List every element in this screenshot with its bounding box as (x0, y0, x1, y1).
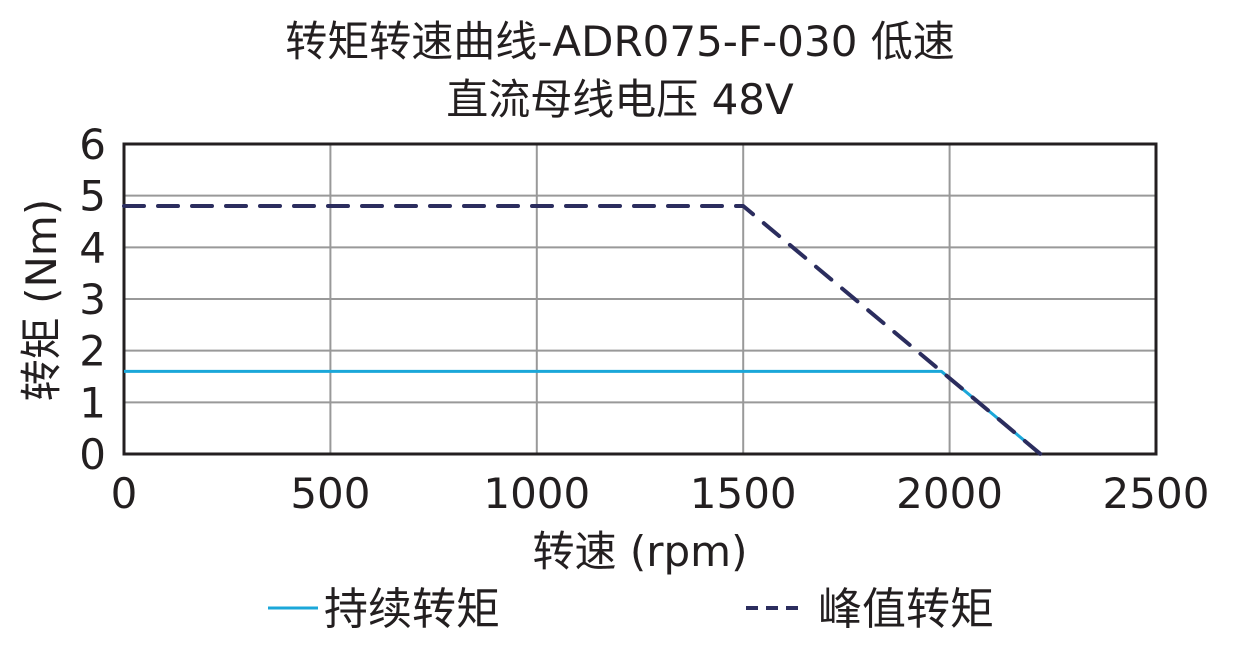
y-tick-label: 3 (79, 275, 106, 324)
y-tick-label: 4 (79, 223, 106, 272)
y-tick-label: 0 (79, 430, 106, 479)
plot-frame (122, 142, 1158, 456)
continuous-torque-line (124, 369, 1042, 456)
x-tick-label: 1000 (483, 469, 590, 518)
x-axis-label: 转速 (rpm) (533, 527, 748, 576)
peak-torque-line (122, 204, 1043, 456)
y-tick-label: 6 (79, 120, 106, 169)
x-tick-label: 500 (290, 469, 370, 518)
y-tick-label: 2 (79, 327, 106, 376)
chart-title: 转矩转速曲线-ADR075-F-030 低速 (285, 17, 955, 66)
x-tick-label: 1500 (690, 469, 797, 518)
legend-label-peak: 峰值转矩 (818, 584, 994, 635)
x-tick-label: 2500 (1103, 469, 1210, 518)
chart-subtitle: 直流母线电压 48V (446, 75, 794, 124)
legend-label-continuous: 持续转矩 (324, 584, 500, 635)
x-tick-label: 2000 (896, 469, 1003, 518)
x-tick-label: 0 (111, 469, 138, 518)
y-tick-label: 1 (79, 378, 106, 427)
y-tick-label: 5 (79, 172, 106, 221)
y-axis-label: 转矩 (Nm) (17, 199, 66, 401)
